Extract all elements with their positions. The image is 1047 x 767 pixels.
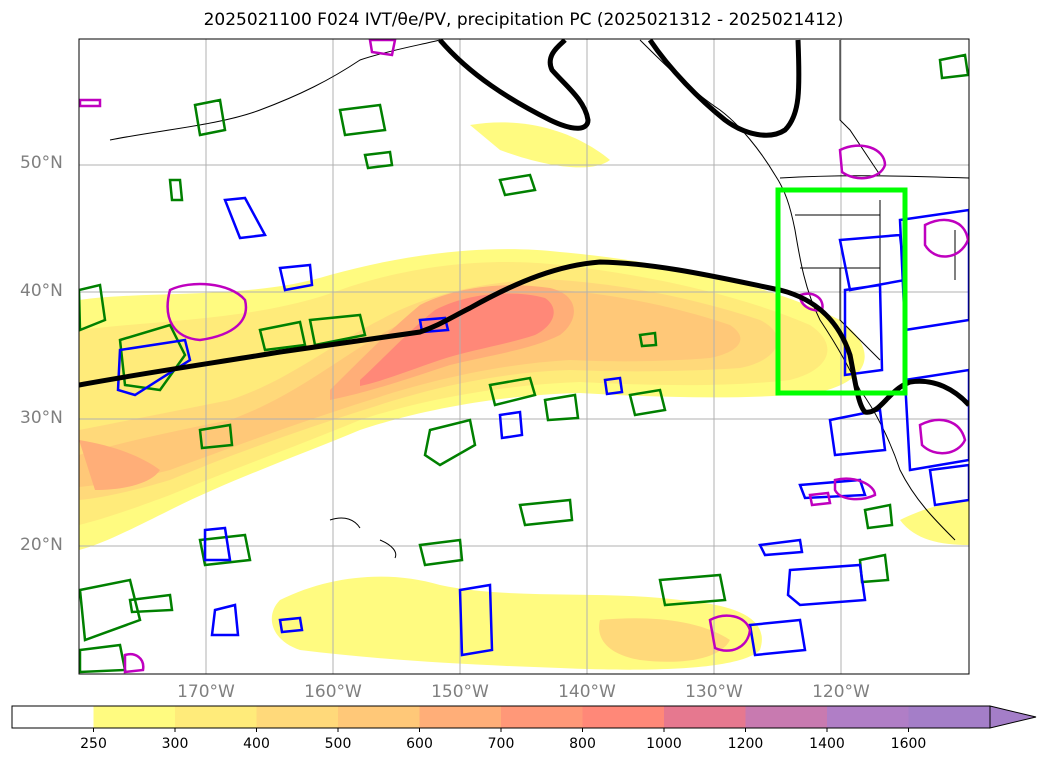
ivt-250-b [470, 122, 610, 168]
colorbar-tick-label: 1000 [646, 736, 682, 752]
pv-green-contour [79, 53, 969, 674]
colorbar-tick-label: 1200 [727, 736, 764, 752]
ivt-se [900, 500, 969, 545]
graticule [79, 39, 969, 674]
map-plot-area [79, 39, 969, 674]
lon-label-170w: 170°W [177, 682, 235, 702]
lat-label-30: 30°N [20, 408, 63, 428]
colorbar-segment [908, 706, 991, 728]
lon-label-160w: 160°W [304, 682, 362, 702]
highlight-box [775, 187, 908, 396]
theta-e-contours [79, 39, 969, 415]
colorbar-tick-label: 500 [324, 736, 352, 752]
lon-label-120w: 120°W [812, 682, 870, 702]
colorbar-tick-label: 800 [569, 736, 596, 752]
ivt-tropical-2 [599, 618, 730, 662]
colorbar-tick-label: 400 [243, 736, 270, 752]
colorbar-extend-arrow [989, 705, 1037, 729]
colorbar-segment [338, 706, 420, 728]
colorbar-segment [93, 706, 176, 728]
ivt-south-plume [79, 440, 160, 490]
colorbar-segment [664, 706, 746, 728]
colorbar-tick-label: 250 [80, 736, 107, 752]
colorbar-tick-label: 600 [406, 736, 433, 752]
ivt-shading [79, 122, 969, 670]
colorbar-tick-label: 300 [161, 736, 189, 752]
lat-label-50: 50°N [20, 153, 63, 173]
map-title: 2025021100 F024 IVT/θe/PV, precipitation… [203, 10, 844, 30]
colorbar-segment [175, 706, 257, 728]
ivt-800 [360, 293, 554, 386]
colorbar-tick-label: 1600 [890, 736, 927, 752]
colorbar-segment [827, 706, 909, 728]
colorbar-segment [419, 706, 502, 728]
colorbar-segment [12, 706, 94, 728]
pv-blue-contour [116, 196, 969, 657]
lon-label-140w: 140°W [558, 682, 616, 702]
colorbar-segment [582, 706, 665, 728]
colorbar-tick-label: 1400 [809, 736, 845, 752]
lat-label-40: 40°N [20, 281, 63, 301]
colorbar-tick-label: 700 [487, 736, 515, 752]
colorbar-segment [501, 706, 583, 728]
colorbar-segment [256, 706, 339, 728]
colorbar-segment [745, 706, 828, 728]
lon-label-130w: 130°W [685, 682, 743, 702]
colorbar [11, 705, 1037, 732]
map-frame [78, 38, 970, 675]
ivt-500 [79, 289, 741, 487]
lat-label-20: 20°N [20, 535, 63, 555]
lon-label-150w: 150°W [431, 682, 489, 702]
coastline [109, 39, 969, 559]
